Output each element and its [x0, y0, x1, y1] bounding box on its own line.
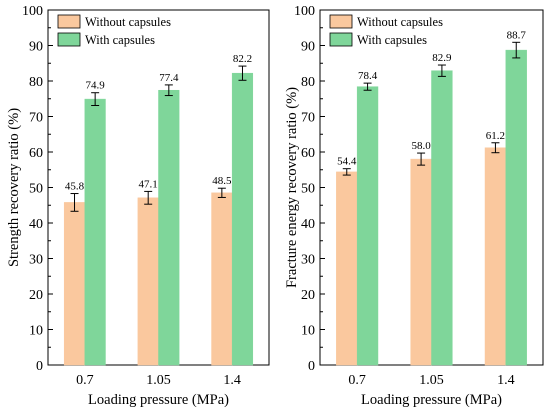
legend: Without capsules With capsules: [329, 14, 443, 47]
y-tick-label: 90: [301, 40, 315, 55]
x-tick-label: 1.05: [146, 373, 171, 388]
legend: Without capsules With capsules: [57, 14, 171, 47]
legend-label-with-capsules: With capsules: [85, 33, 155, 47]
bar-without-capsules-0-7: [63, 202, 86, 366]
bar-with-capsules-0-7: [84, 98, 106, 366]
y-tick-label: 90: [29, 40, 43, 55]
data-label: 45.8: [65, 181, 85, 193]
y-tick-label: 100: [294, 4, 315, 19]
y-tick-label: 70: [301, 111, 315, 126]
y-axis-title: Fracture energy recovery ratio (%): [284, 87, 300, 288]
y-tick-label: 40: [29, 217, 43, 232]
data-label: 82.9: [432, 52, 452, 64]
y-tick-label: 20: [29, 288, 43, 303]
data-label: 54.4: [337, 156, 357, 168]
x-tick-label: 0.7: [348, 373, 366, 388]
y-tick-label: 60: [29, 146, 43, 161]
y-tick-label: 50: [301, 182, 315, 197]
y-tick-label: 10: [301, 324, 315, 339]
legend-swatch-with-capsules: [329, 32, 353, 47]
y-tick-label: 10: [29, 324, 43, 339]
bar-with-capsules-1-4: [231, 72, 254, 366]
bar-without-capsules-1-4: [211, 192, 233, 366]
x-axis-title: Loading pressure (MPa): [88, 392, 229, 408]
bar-with-capsules-1-4: [505, 49, 527, 366]
x-tick-label: 1.4: [497, 373, 515, 388]
bar-group: 54.4 78.4 58.0 82.9 61.2 88.7: [336, 29, 527, 366]
legend-swatch-without-capsules: [57, 14, 81, 29]
x-tick-label: 1.4: [223, 373, 241, 388]
data-label: 77.4: [159, 72, 179, 84]
data-label: 61.2: [486, 130, 505, 142]
legend-label-without-capsules: Without capsules: [85, 15, 171, 29]
bar-without-capsules-1-05: [137, 197, 159, 366]
y-tick-label: 80: [29, 75, 43, 90]
y-tick-label: 30: [29, 253, 43, 268]
x-tick-label: 1.05: [419, 373, 444, 388]
y-tick-label: 100: [22, 4, 43, 19]
bar-with-capsules-1-05: [431, 70, 453, 366]
bar-without-capsules-0-7: [336, 171, 358, 366]
bar-without-capsules-1-05: [410, 158, 432, 366]
bar-without-capsules-1-4: [484, 147, 507, 366]
y-tick-label: 60: [301, 146, 315, 161]
data-label: 82.2: [233, 53, 252, 65]
legend-label-without-capsules: Without capsules: [357, 15, 443, 29]
legend-swatch-without-capsules: [329, 14, 353, 29]
y-axis-title: Strength recovery ratio (%): [6, 108, 22, 267]
y-tick-label: 50: [29, 182, 43, 197]
data-label: 47.1: [139, 178, 158, 190]
data-label: 88.7: [507, 29, 527, 41]
bar-with-capsules-0-7: [356, 86, 379, 366]
y-tick-label: 20: [301, 288, 315, 303]
y-tick-label: 0: [36, 359, 43, 374]
x-axis: 0.7 1.05 1.4: [76, 360, 241, 388]
strength-recovery-chart: 0 10 20 30 40 50 60 70 80 90 100 0.7 1.05 1.4 45.8 74…: [6, 4, 270, 408]
y-tick-label: 40: [301, 217, 315, 232]
y-axis: 0 10 20 30 40 50 60 70 80 90 100: [22, 4, 53, 374]
data-label: 58.0: [411, 140, 431, 152]
data-label: 74.9: [86, 80, 106, 92]
x-tick-label: 0.7: [76, 373, 94, 388]
y-tick-label: 0: [308, 359, 315, 374]
y-axis: 0 10 20 30 40 50 60 70 80 90 100: [294, 4, 325, 374]
x-axis-title: Loading pressure (MPa): [361, 392, 502, 408]
bar-group: 45.8 74.9 47.1 77.4 48.5 82.2: [63, 53, 254, 366]
y-tick-label: 70: [29, 111, 43, 126]
legend-label-with-capsules: With capsules: [357, 33, 427, 47]
y-tick-label: 80: [301, 75, 315, 90]
data-label: 48.5: [212, 175, 232, 187]
x-axis: 0.7 1.05 1.4: [348, 360, 515, 388]
y-tick-label: 30: [301, 253, 315, 268]
bar-with-capsules-1-05: [158, 89, 180, 366]
data-label: 78.4: [358, 70, 378, 82]
legend-swatch-with-capsules: [57, 32, 81, 47]
fracture-energy-recovery-chart: 0 10 20 30 40 50 60 70 80 90 100 0.7 1.05 1.4 54.4 78…: [284, 4, 544, 408]
